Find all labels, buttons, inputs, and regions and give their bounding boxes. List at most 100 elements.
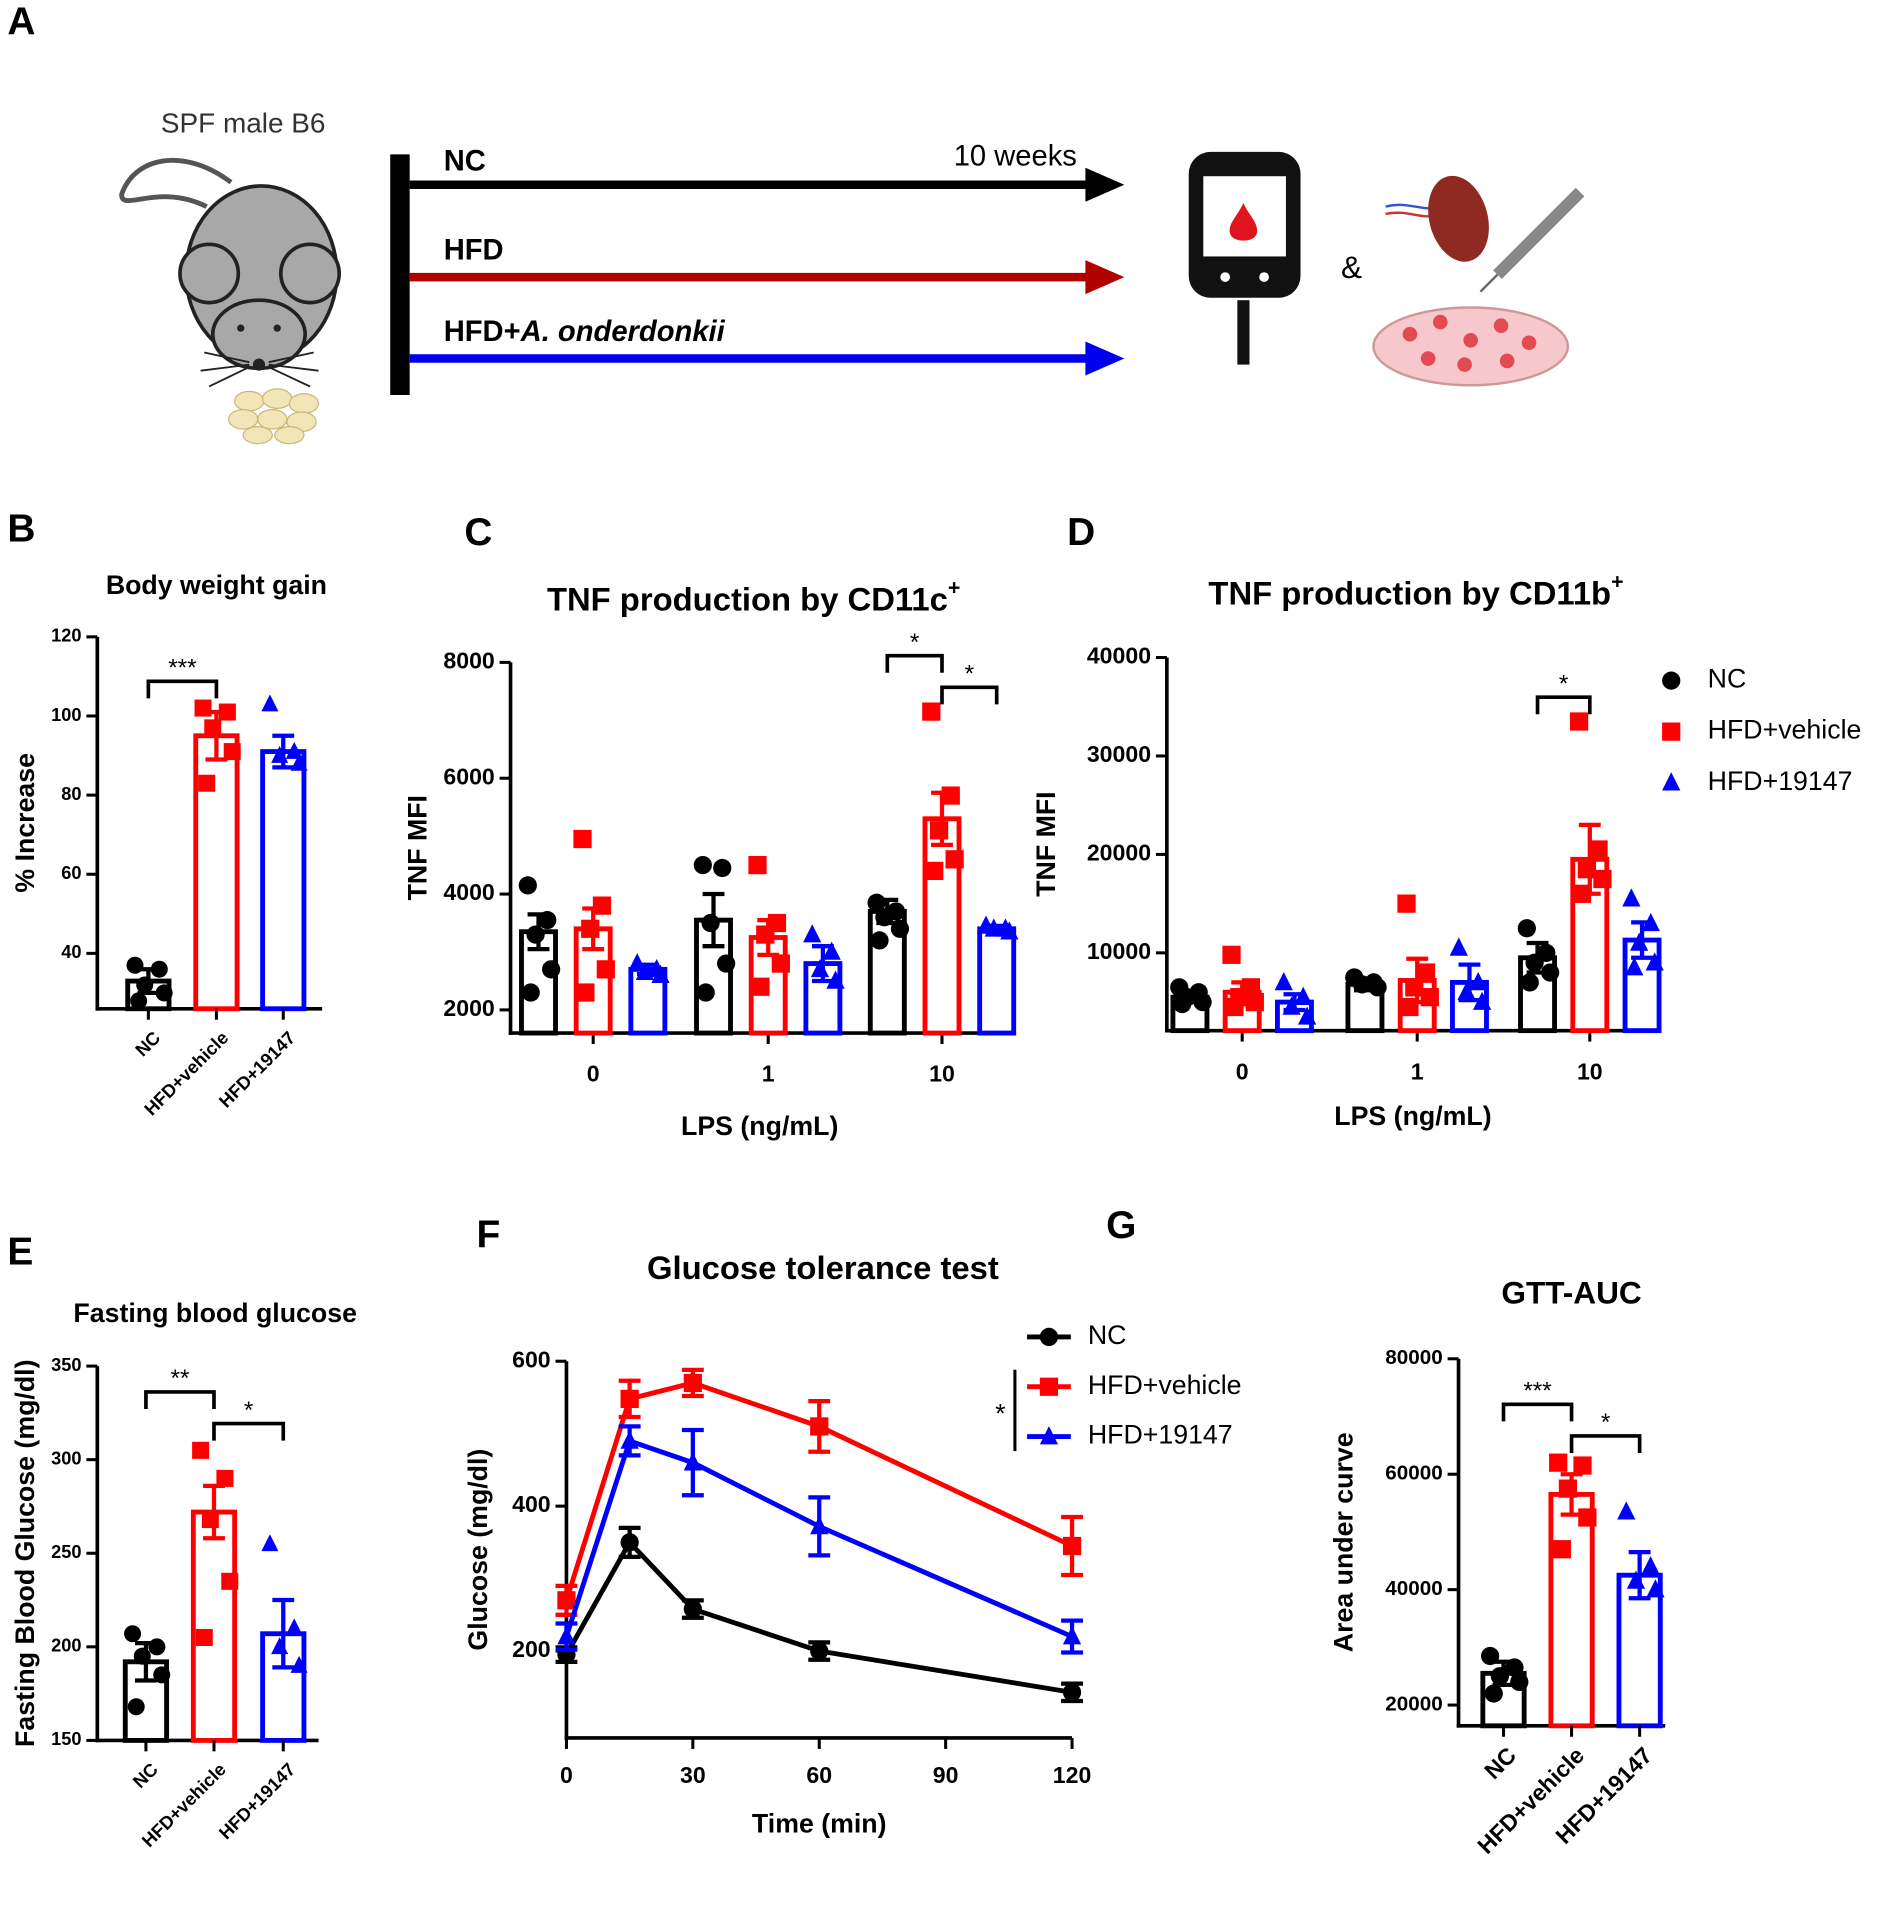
- legend-label: HFD+19147: [1088, 1420, 1233, 1450]
- significance-label: *: [244, 1397, 254, 1424]
- x-tick-label: 0: [587, 1061, 600, 1087]
- significance-bracket: [1501, 1402, 1574, 1422]
- x-tick-label: 10: [1577, 1058, 1603, 1084]
- data-point: [148, 1638, 166, 1656]
- significance-label: *: [995, 1398, 1005, 1428]
- y-tick-label: 20000: [1385, 1693, 1442, 1716]
- data-point: [826, 970, 845, 989]
- y-tick-label: 400: [512, 1491, 551, 1517]
- food-pellets: [227, 388, 320, 445]
- x-tick-label: 90: [933, 1762, 959, 1788]
- mouse-eye: [273, 324, 281, 332]
- mouse-eye: [237, 324, 245, 332]
- chart-title: TNF production by CD11b+: [1208, 569, 1623, 611]
- chart-title: Glucose tolerance test: [647, 1249, 999, 1286]
- title-text: Glucose tolerance test: [647, 1249, 999, 1286]
- button: [1259, 272, 1269, 282]
- significance-bracket: [940, 685, 999, 705]
- data-point: [150, 960, 168, 978]
- data-point: [696, 983, 715, 1002]
- data-point: [192, 1441, 210, 1459]
- data-point: [1294, 986, 1313, 1005]
- title-text: Fasting blood glucose: [73, 1298, 357, 1328]
- significance-bracket: [144, 1390, 216, 1409]
- data-point: [153, 1666, 171, 1684]
- data-point: [124, 1625, 142, 1643]
- data-point: [518, 876, 537, 895]
- mouse-tail: [119, 157, 233, 209]
- data-point: [155, 984, 173, 1002]
- data-point: [1646, 1579, 1665, 1598]
- title-text: Body weight gain: [106, 570, 327, 600]
- data-point: [557, 1626, 576, 1645]
- data-point: [1549, 1453, 1568, 1472]
- data-point: [922, 702, 941, 721]
- data-point: [1573, 1456, 1592, 1475]
- data-point: [204, 719, 222, 737]
- data-point: [130, 992, 148, 1010]
- bar: [260, 749, 307, 1012]
- combo-prefix: HFD+: [444, 316, 521, 348]
- combo-species: A. onderdonkii: [520, 316, 726, 348]
- data-point: [1617, 1501, 1636, 1520]
- x-axis-label: LPS (ng/mL): [681, 1111, 838, 1141]
- data-point: [1457, 981, 1476, 1001]
- data-point: [925, 861, 944, 881]
- data-point: [875, 908, 894, 927]
- data-point: [581, 919, 600, 938]
- y-tick-label: 80000: [1385, 1346, 1442, 1369]
- y-axis-label: Fasting Blood Glucose (mg/dl): [10, 1360, 40, 1747]
- y-tick-label: 60000: [1385, 1462, 1442, 1485]
- data-point: [1589, 840, 1608, 859]
- data-point: [1062, 1626, 1082, 1645]
- legend-marker: [1662, 671, 1681, 690]
- data-point: [683, 1373, 702, 1393]
- significance-label: *: [910, 629, 920, 656]
- y-tick-label: 350: [51, 1354, 81, 1375]
- y-tick-label: 80: [61, 783, 81, 804]
- data-point: [1525, 953, 1544, 972]
- data-point: [867, 893, 886, 912]
- significance-bracket: [146, 679, 219, 699]
- data-point: [756, 925, 775, 944]
- legend-label: HFD+19147: [1708, 766, 1853, 796]
- data-point: [1225, 997, 1244, 1017]
- panel-label: D: [1067, 511, 1095, 554]
- y-tick-label: 200: [512, 1636, 551, 1662]
- data-point: [1282, 996, 1301, 1015]
- data-point: [1622, 888, 1641, 907]
- data-point: [133, 1647, 151, 1665]
- data-point: [870, 931, 889, 950]
- data-point: [261, 694, 279, 712]
- data-point: [542, 960, 561, 979]
- y-tick-label: 20000: [1087, 840, 1151, 866]
- mouse-whiskers: [200, 351, 319, 388]
- significance-label: *: [965, 661, 975, 688]
- mouse-nose: [252, 358, 266, 371]
- y-tick-label: 2000: [443, 995, 494, 1021]
- needle: [1479, 273, 1499, 293]
- legend-marker: [1662, 722, 1681, 741]
- data-point: [201, 1511, 219, 1529]
- data-point: [1405, 978, 1424, 997]
- data-point: [198, 774, 216, 792]
- data-point: [748, 855, 767, 875]
- significance-label: *: [1601, 1409, 1611, 1436]
- data-point: [1484, 1684, 1503, 1703]
- spleen: [1428, 175, 1489, 262]
- panel-label: G: [1106, 1204, 1136, 1247]
- chart-title: GTT-AUC: [1501, 1275, 1641, 1311]
- data-point: [1469, 972, 1488, 991]
- mouse-ear: [279, 242, 341, 305]
- x-axis-label: Time (min): [752, 1809, 887, 1839]
- schematic: A SPF male B6 NC 10 weeks HFD HFD+A. ond…: [7, 1, 1585, 445]
- title-superscript: +: [948, 575, 960, 599]
- data-point: [1416, 963, 1436, 982]
- data-point: [261, 1534, 279, 1552]
- y-tick-label: 600: [512, 1346, 551, 1372]
- panel-label: B: [7, 507, 35, 550]
- data-point: [751, 977, 770, 996]
- y-tick-label: 120: [51, 625, 81, 646]
- y-tick-label: 150: [51, 1728, 81, 1749]
- y-tick-label: 40000: [1385, 1577, 1442, 1600]
